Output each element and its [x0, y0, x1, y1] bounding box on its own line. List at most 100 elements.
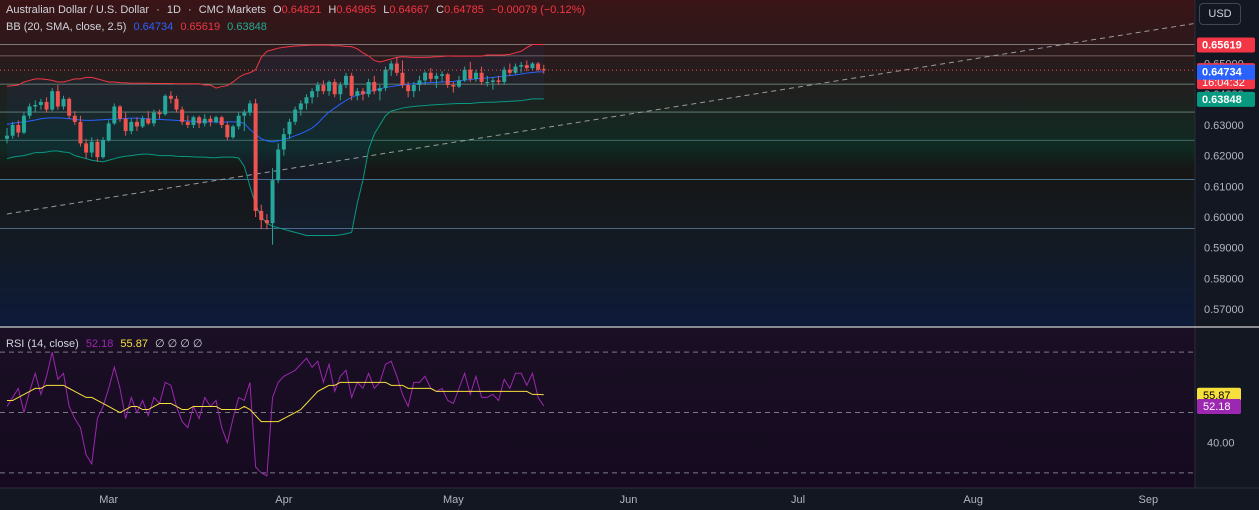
candle-body	[468, 69, 473, 79]
candle-body	[502, 69, 507, 82]
candle	[468, 62, 473, 82]
candle-body	[118, 106, 122, 119]
time-tick-label: Aug	[963, 494, 983, 506]
candle	[377, 85, 382, 101]
rsi-ma-value: 55.87	[120, 338, 148, 350]
price-tag-label: 0.64734	[1202, 67, 1243, 79]
candle	[287, 118, 292, 139]
candle	[541, 64, 546, 74]
candle	[507, 63, 512, 76]
candle	[485, 75, 490, 87]
symbol-name[interactable]: Australian Dollar / U.S. Dollar	[6, 4, 150, 16]
candle-body	[16, 124, 21, 133]
candle	[417, 75, 422, 92]
candle-body	[33, 104, 38, 107]
candle	[236, 112, 241, 130]
candle	[473, 69, 478, 82]
price-tick-label: 0.61000	[1204, 181, 1244, 193]
candle	[451, 81, 456, 93]
candle-body	[151, 112, 156, 124]
candle	[366, 78, 371, 98]
candle	[242, 109, 247, 132]
bb-lower-value: 0.63848	[227, 21, 267, 33]
candle	[281, 128, 286, 156]
candle	[383, 66, 388, 92]
candle	[231, 124, 235, 139]
candle	[55, 85, 60, 110]
price-tick-label: 0.60000	[1204, 212, 1244, 224]
time-tick-label: May	[443, 494, 464, 506]
candle-body	[78, 121, 83, 144]
candle-body	[276, 149, 281, 181]
price-tick-label: 0.57000	[1204, 304, 1244, 316]
candle-body	[134, 121, 139, 127]
candle-body	[38, 101, 43, 105]
candle	[332, 78, 337, 98]
candle	[185, 115, 190, 129]
candle-body	[496, 80, 501, 82]
candle	[174, 95, 179, 113]
candle-body	[129, 121, 134, 132]
price-tag-box	[1197, 37, 1255, 53]
candle-body	[445, 74, 450, 86]
currency-button[interactable]: USD	[1199, 3, 1241, 25]
candle	[513, 63, 518, 75]
candle-body	[473, 72, 478, 79]
candle	[163, 94, 168, 116]
candle-body	[55, 91, 60, 107]
close-label: C	[436, 4, 445, 16]
bb-title: BB (20, SMA, close, 2.5)	[6, 21, 127, 33]
rsi-legend[interactable]: RSI (14, close) 52.18 55.87 ∅ ∅ ∅ ∅	[6, 337, 203, 350]
candle-body	[507, 69, 512, 73]
time-tick-label: Jul	[791, 494, 805, 506]
candle	[72, 111, 77, 125]
candle-body	[360, 91, 365, 95]
candle	[129, 118, 134, 135]
symbol-legend: Australian Dollar / U.S. Dollar · 1D · C…	[6, 4, 585, 16]
high-value: 0.64965	[336, 4, 377, 16]
candle-body	[202, 118, 207, 124]
candle	[67, 97, 72, 119]
candle-body	[434, 75, 439, 79]
candle-body	[310, 91, 315, 98]
candle-body	[389, 63, 394, 70]
price-tag-countdown: 16:04:32	[1202, 77, 1245, 89]
candle-body	[264, 220, 269, 224]
candle	[89, 137, 94, 158]
candle-body	[377, 88, 382, 92]
candle	[355, 88, 360, 101]
candle-body	[247, 103, 252, 113]
bb-upper-line	[6, 44, 544, 89]
candle-body	[112, 106, 117, 124]
candle	[101, 137, 106, 159]
candle-body	[490, 80, 495, 82]
open-value: 0.64821	[281, 4, 322, 16]
candle-body	[383, 69, 388, 89]
candle-body	[417, 80, 422, 86]
candle	[423, 71, 428, 86]
candle-body	[191, 117, 196, 125]
candle	[106, 120, 111, 142]
candle-body	[67, 98, 72, 116]
price-tick-label: 0.62000	[1204, 151, 1244, 163]
candle	[253, 98, 258, 218]
candle	[61, 95, 66, 110]
interval-label[interactable]: 1D	[166, 4, 181, 16]
candle-body	[5, 135, 9, 139]
candle	[95, 138, 100, 162]
candle-body	[344, 75, 348, 86]
candle	[118, 104, 122, 122]
candle-body	[530, 63, 535, 69]
candle-body	[185, 121, 190, 125]
candle-body	[327, 81, 332, 92]
source-label: CMC Markets	[198, 4, 266, 16]
bb-legend[interactable]: BB (20, SMA, close, 2.5) 0.64734 0.65619…	[6, 21, 267, 33]
candle-body	[208, 118, 213, 122]
candle-body	[304, 97, 309, 104]
candle	[16, 120, 21, 138]
low-value: 0.64667	[389, 4, 430, 16]
candle-body	[349, 75, 354, 96]
candle-body	[366, 81, 371, 95]
candle-body	[462, 69, 467, 81]
